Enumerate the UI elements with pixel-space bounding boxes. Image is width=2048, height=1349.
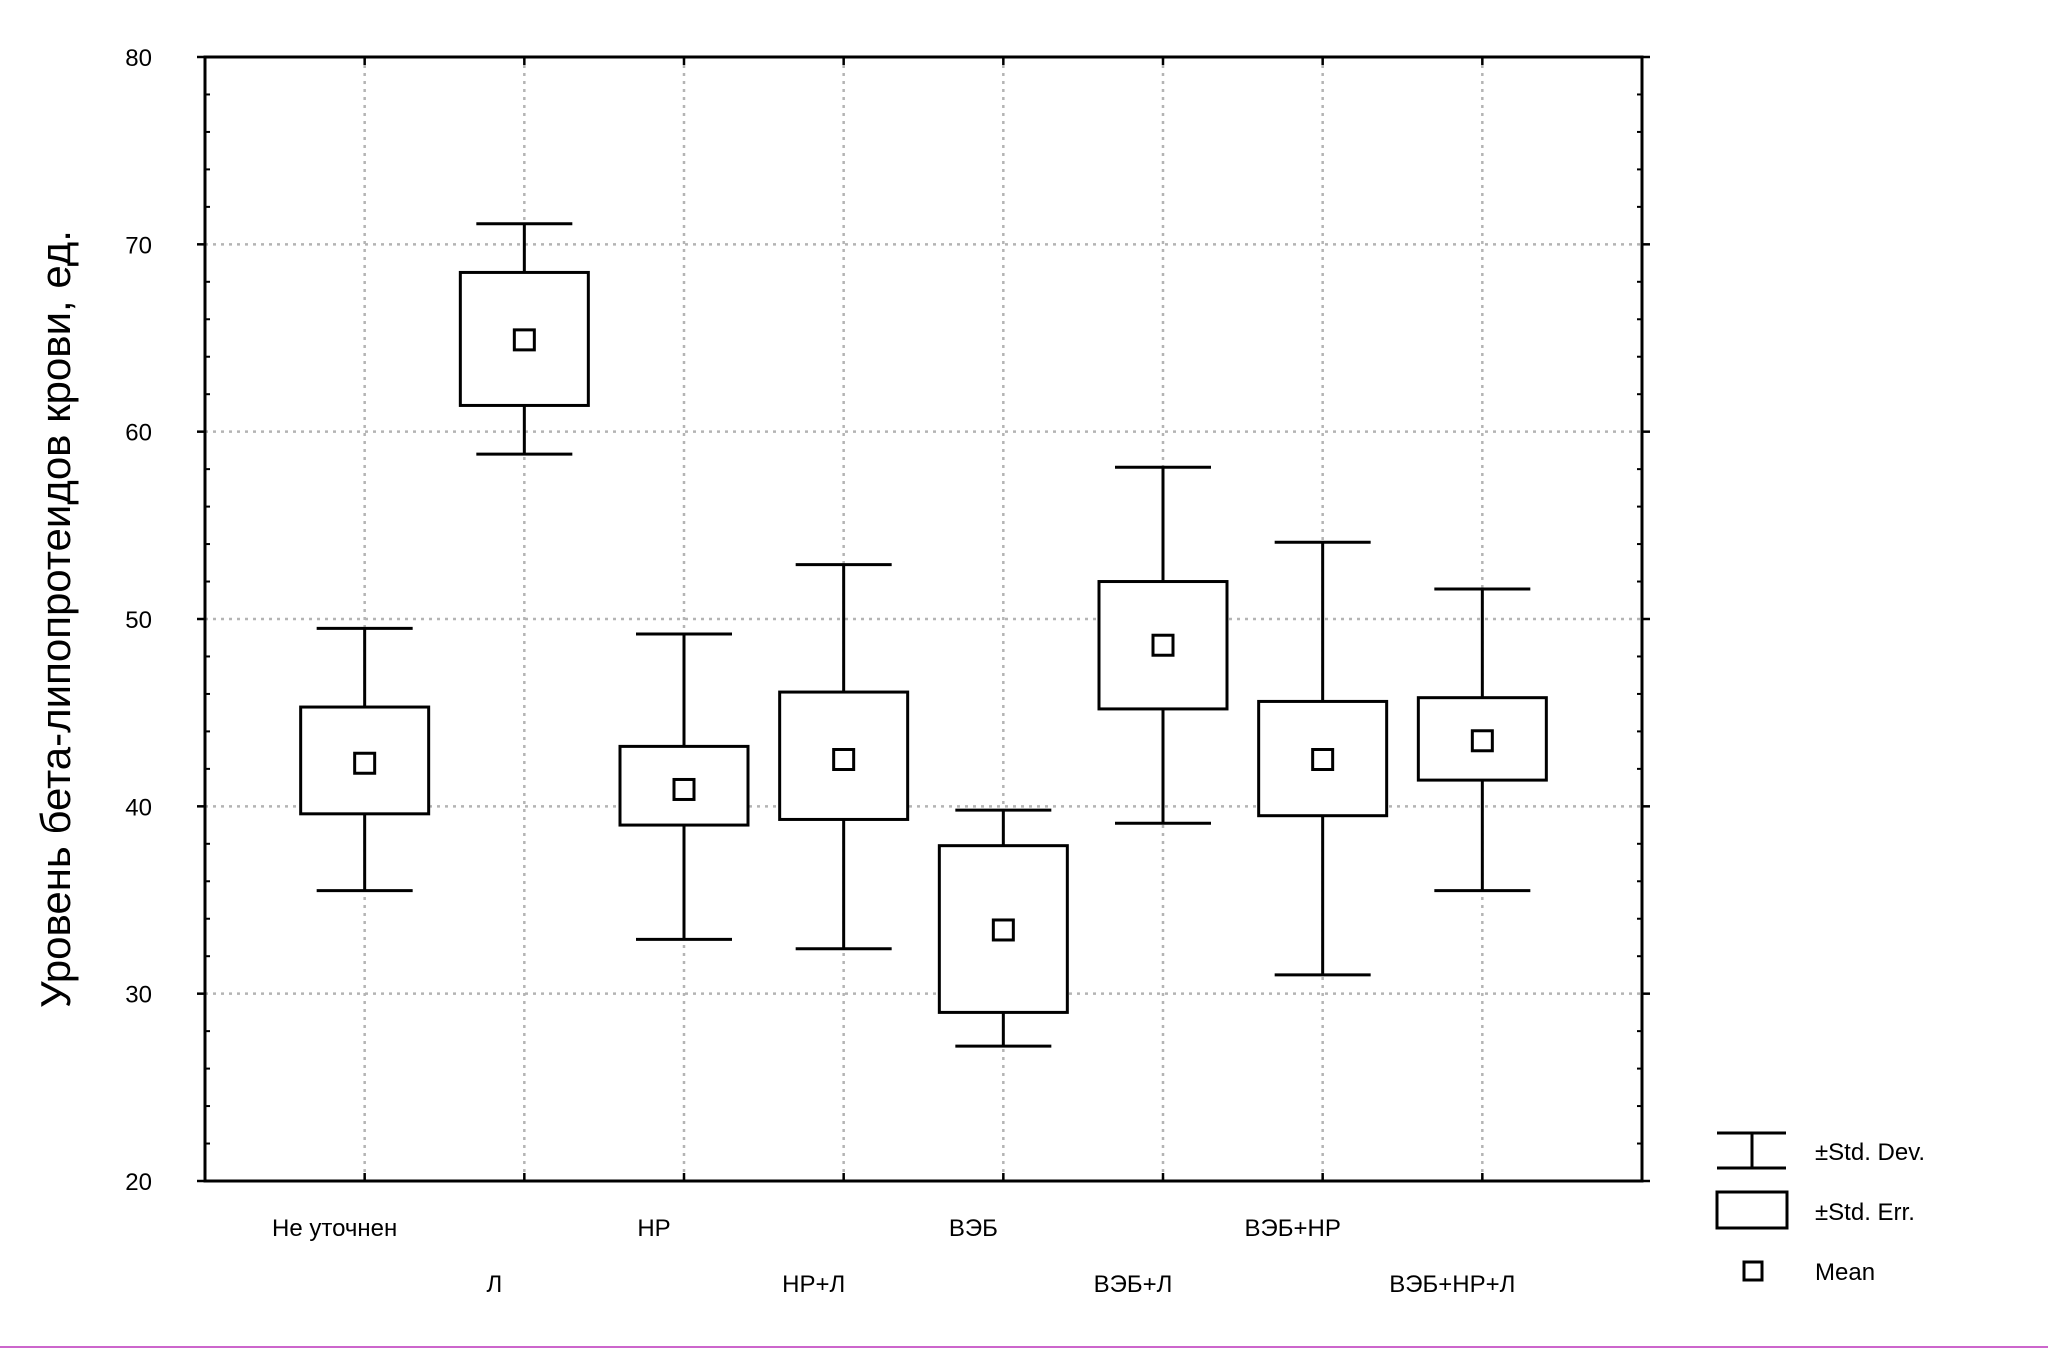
y-tick-label: 60 (125, 420, 152, 447)
legend-label-se: ±Std. Err. (1815, 1199, 1915, 1226)
category-group (1097, 465, 1229, 825)
mean-marker (1470, 729, 1494, 753)
x-category-label: Не уточнен (272, 1215, 397, 1242)
mean-marker (1151, 633, 1175, 657)
y-tick-label: 80 (125, 45, 152, 72)
y-tick-labels: 20 30 40 50 60 70 80 (125, 45, 152, 1196)
x-category-label: ВЭБ (949, 1215, 998, 1242)
x-category-label: ВЭБ+НР (1244, 1215, 1340, 1242)
category-group (1257, 540, 1389, 977)
se-box (618, 744, 750, 827)
x-category-label: ВЭБ+Л (1094, 1271, 1173, 1298)
legend-box (1715, 1190, 1789, 1230)
legend-label-mean: Mean (1815, 1259, 1875, 1286)
legend-mean-marker (1742, 1260, 1764, 1282)
category-group (618, 632, 750, 941)
x-category-label: ВЭБ+НР+Л (1389, 1271, 1515, 1298)
category-group (937, 808, 1069, 1048)
category-group (778, 563, 910, 951)
y-tick-label: 30 (125, 982, 152, 1009)
bottom-border (0, 1346, 2048, 1348)
y-tick-label: 40 (125, 794, 152, 821)
x-category-label: Л (486, 1271, 502, 1298)
mean-marker (672, 777, 696, 801)
legend: ±Std. Dev. ±Std. Err. Mean (1715, 1131, 1925, 1286)
chart-marks (299, 222, 1548, 1048)
category-group (458, 222, 590, 456)
mean-marker (1311, 748, 1335, 771)
mean-marker (353, 751, 377, 775)
y-tick-label: 20 (125, 1169, 152, 1196)
y-tick-label: 50 (125, 607, 152, 634)
x-category-label: НР+Л (782, 1271, 845, 1298)
x-category-label: НР (637, 1215, 670, 1242)
se-box (1257, 699, 1389, 818)
x-category-labels: Не уточнен Л НР НР+Л ВЭБ ВЭБ+Л ВЭБ+НР ВЭБ+НР+Л (272, 1215, 1515, 1298)
grid-lines (205, 57, 1642, 1181)
y-tick-label: 70 (125, 232, 152, 259)
mean-marker (991, 918, 1015, 942)
category-group (1416, 587, 1548, 893)
mean-marker (512, 328, 536, 352)
y-axis-label: Уровень бета-липопротеидов крови, ед. (32, 230, 79, 1008)
mean-marker (832, 748, 856, 771)
legend-label-sd: ±Std. Dev. (1815, 1139, 1925, 1166)
category-group (299, 626, 431, 893)
plot-frame (203, 55, 1644, 1183)
